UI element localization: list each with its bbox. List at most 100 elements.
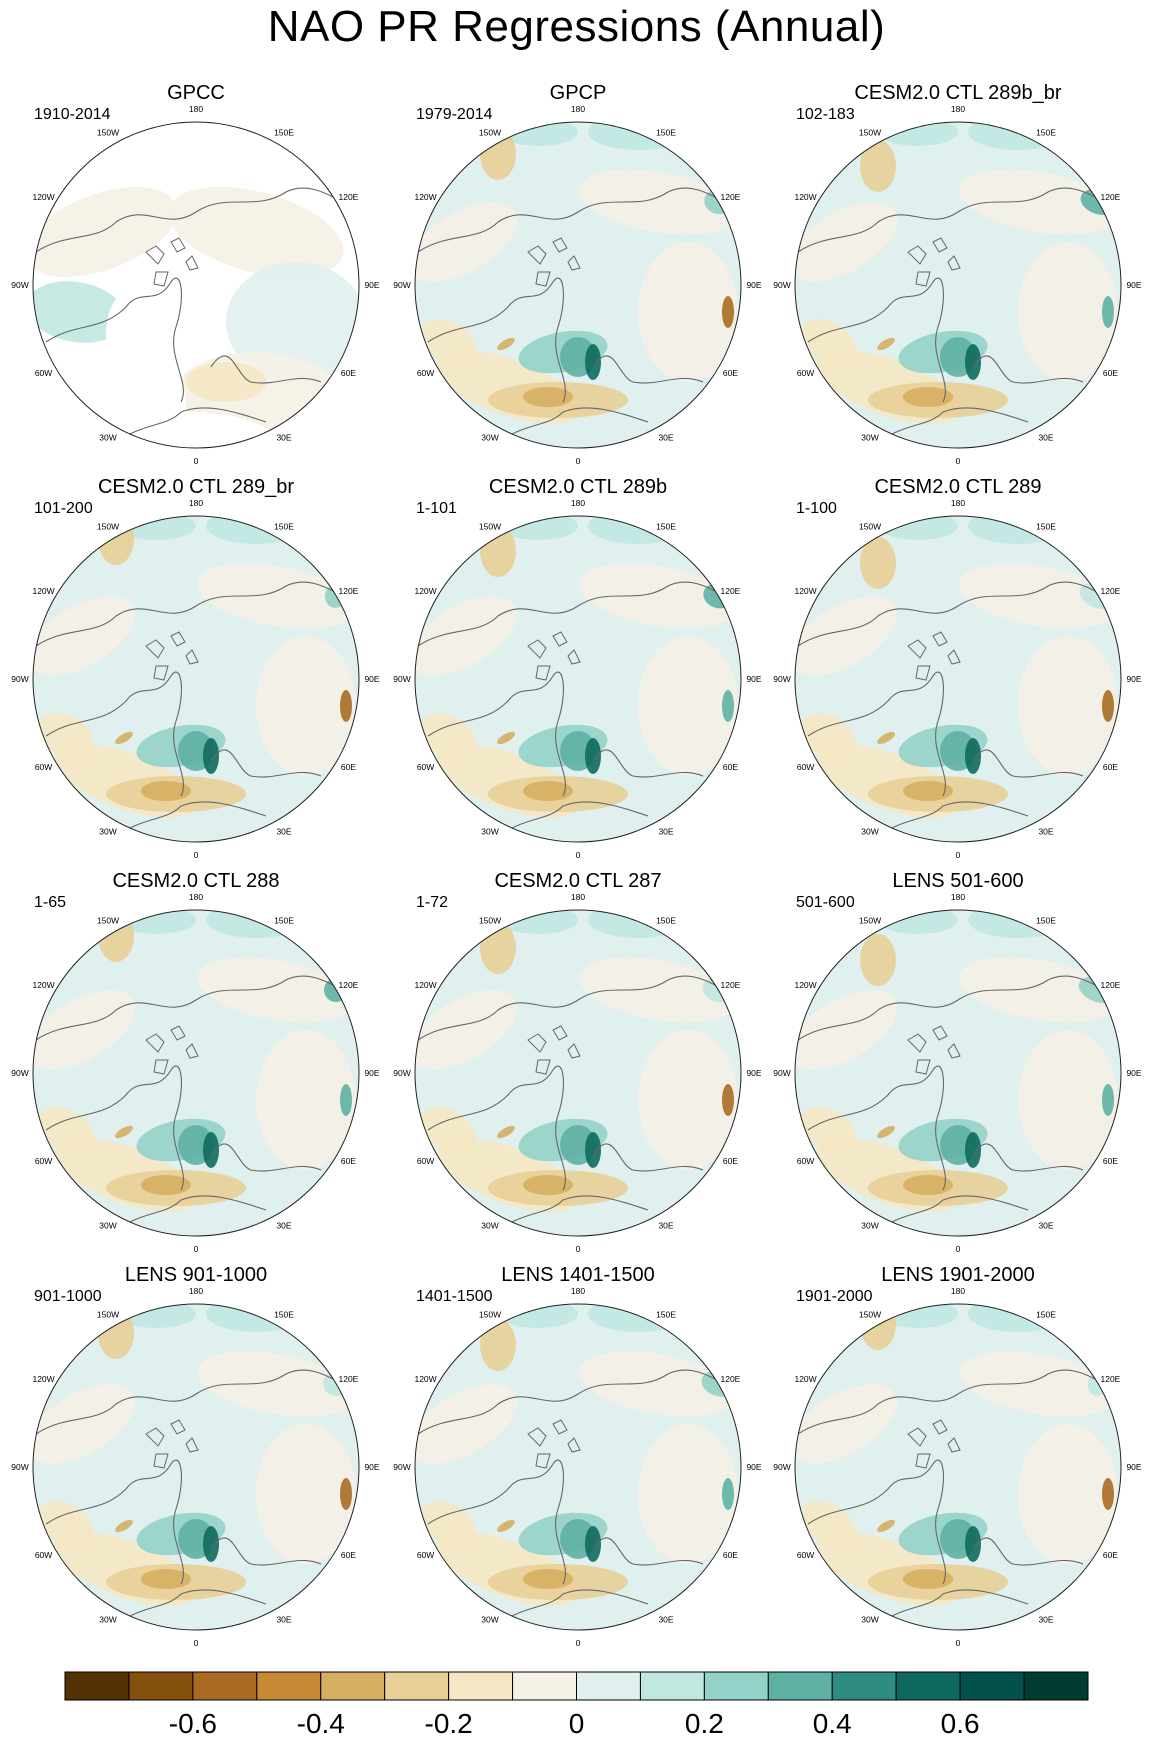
field-region [166, 1424, 246, 1504]
coastline [797, 581, 1114, 837]
field-region [860, 934, 896, 986]
panel-title: LENS 1401-1500 [501, 1264, 655, 1286]
longitude-label: 30E [658, 432, 673, 442]
field-region [340, 690, 352, 722]
panel-period: 1-101 [416, 500, 457, 517]
field-region [197, 957, 355, 1023]
longitude-label: 60W [417, 1156, 434, 1166]
polar-map: 180 150E 120E 90E 60E 30E 0 30W 60W 90W 120W 150W [11, 892, 380, 1254]
panel-period: 1979-2014 [416, 106, 493, 123]
longitude-label: 90E [746, 1068, 761, 1078]
field-region [256, 636, 356, 776]
field-region [800, 1501, 856, 1547]
arctic-islands [145, 1025, 199, 1075]
field-region [928, 1030, 1008, 1110]
longitude-label: 0 [194, 1638, 199, 1648]
map-panel: CESM2.0 CTL 288 1-65 180 150E 120E 90E 60E 30E 0… [6, 870, 386, 1266]
land-field [33, 281, 126, 343]
longitude-label: 60W [417, 368, 434, 378]
field-region [965, 1526, 981, 1562]
map-border [32, 1303, 360, 1631]
longitude-label: 120W [32, 1374, 54, 1384]
field-region [415, 202, 518, 282]
longitude-label: 60W [35, 1550, 52, 1560]
field-region [903, 781, 953, 801]
longitude-label: 90E [1126, 674, 1141, 684]
field-region [877, 1519, 895, 1533]
map-border [414, 121, 742, 449]
arctic-islands [145, 631, 199, 681]
longitude-label: 120E [1100, 1374, 1120, 1384]
field-region [1018, 1424, 1118, 1564]
longitude-label: 30W [481, 826, 498, 836]
colorbar-swatch [831, 1671, 897, 1701]
longitude-label: 90E [1126, 1462, 1141, 1472]
longitude-label: 180 [571, 498, 585, 508]
field-region [722, 1084, 734, 1116]
longitude-label: 120E [338, 980, 358, 990]
longitude-label: 60W [417, 762, 434, 772]
field-region [115, 1519, 133, 1533]
field-region [548, 636, 628, 716]
field-region [33, 990, 136, 1070]
field-region [800, 1107, 856, 1153]
longitude-label: 120W [414, 586, 436, 596]
arctic-islands [527, 1025, 581, 1075]
field-region [959, 169, 1117, 235]
colorbar-swatch [1023, 1671, 1089, 1701]
colorbar-tick-label: 0 [569, 1708, 585, 1739]
longitude-label: 120W [414, 980, 436, 990]
longitude-label: 60E [341, 1550, 356, 1560]
field-region [197, 563, 355, 629]
longitude-label: 0 [576, 1244, 581, 1254]
field-region [548, 1424, 628, 1504]
longitude-label: 150W [479, 522, 501, 532]
field-region [579, 1351, 737, 1417]
panel-period: 1901-2000 [796, 1288, 873, 1305]
colorbar-tick-label: -0.6 [169, 1708, 217, 1739]
longitude-label: 60E [1103, 762, 1118, 772]
longitude-label: 90W [11, 1462, 28, 1472]
field-region [795, 596, 898, 676]
longitude-label: 150W [479, 1310, 501, 1320]
colorbar-swatch [959, 1671, 1025, 1701]
field-region [340, 1478, 352, 1510]
field-region [497, 731, 515, 745]
land-field [96, 412, 276, 448]
longitude-label: 150E [656, 522, 676, 532]
longitude-label: 60E [341, 762, 356, 772]
field-region [959, 563, 1117, 629]
field-region [38, 1501, 94, 1547]
polar-map: 180 150E 120E 90E 60E 30E 0 30W 60W 90W 120W 150W [11, 104, 380, 466]
colorbar-swatch [639, 1671, 705, 1701]
field-region [523, 781, 573, 801]
colorbar-swatch [576, 1671, 641, 1701]
longitude-label: 30W [481, 432, 498, 442]
panel-period: 1-100 [796, 500, 837, 517]
field-region [1018, 1030, 1118, 1170]
map-border [414, 909, 742, 1237]
panel-title: LENS 501-600 [892, 870, 1024, 892]
longitude-label: 30E [1038, 1220, 1053, 1230]
longitude-label: 180 [189, 1286, 203, 1296]
longitude-label: 150W [859, 522, 881, 532]
arctic-islands [145, 1419, 199, 1469]
longitude-label: 180 [189, 892, 203, 902]
field-region [141, 1175, 191, 1195]
longitude-label: 150E [274, 522, 294, 532]
field-region [877, 1125, 895, 1139]
panel-title: GPCP [549, 82, 607, 104]
longitude-label: 90E [364, 674, 379, 684]
field-region [903, 387, 953, 407]
longitude-label: 120E [1100, 980, 1120, 990]
longitude-label: 120E [1100, 586, 1120, 596]
arctic-islands [907, 1419, 961, 1469]
longitude-label: 60E [1103, 1156, 1118, 1166]
longitude-label: 60E [341, 1156, 356, 1166]
panel-title: LENS 1901-2000 [881, 1264, 1035, 1286]
colorbar-swatch [192, 1671, 258, 1701]
map-border [414, 1303, 742, 1631]
panel-period: 1910-2014 [34, 106, 111, 123]
longitude-label: 120E [338, 1374, 358, 1384]
field-region [795, 202, 898, 282]
